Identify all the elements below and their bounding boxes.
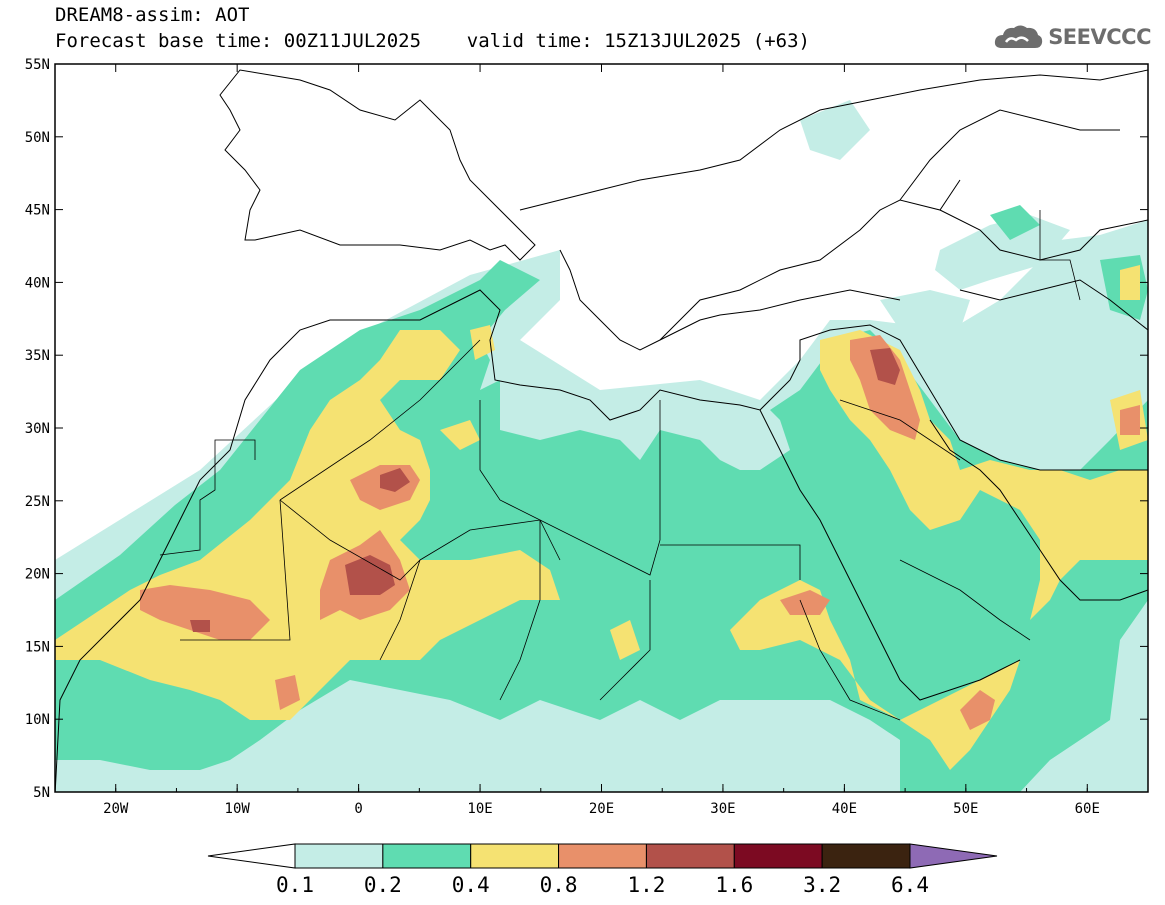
colorbar-level-label: 0.4	[452, 873, 490, 897]
lat-tick-label: 35N	[25, 348, 50, 364]
country-borders	[159, 210, 1081, 721]
colorbar-level-label: 3.2	[803, 873, 841, 897]
lat-tick-label: 20N	[25, 567, 50, 583]
lat-tick-label: 10N	[25, 712, 50, 728]
lat-tick-label: 30N	[25, 421, 50, 437]
colorbar: 0.1 0.2 0.4 0.8 1.2 1.6 3.2 6.4	[207, 843, 998, 897]
lat-tick-label: 5N	[33, 785, 50, 801]
axis-ticks: 20W 10W 0 10E 20E 30E 40E 50E 60E 5N 10N 15N 20N 25N 3…	[25, 57, 1149, 817]
lat-tick-label: 55N	[25, 57, 50, 73]
map-title: DREAM8-assim: AOT	[55, 4, 250, 26]
colorbar-swatch	[645, 843, 735, 869]
lon-tick-label: 0	[354, 801, 362, 817]
forecast-time-line: Forecast base time: 00Z11JUL2025 valid t…	[55, 30, 810, 52]
lat-tick-label: 25N	[25, 494, 50, 510]
lon-tick-label: 10E	[467, 801, 492, 817]
colorbar-swatch	[558, 843, 647, 869]
lat-tick-label: 45N	[25, 203, 50, 219]
lon-tick-label: 20W	[103, 801, 129, 817]
colorbar-level-label: 0.1	[276, 873, 314, 897]
colorbar-level-label: 0.2	[364, 873, 402, 897]
colorbar-swatch	[470, 843, 560, 869]
lon-tick-label: 60E	[1075, 801, 1100, 817]
lat-tick-label: 15N	[25, 639, 50, 655]
lon-tick-label: 20E	[589, 801, 614, 817]
colorbar-swatch	[733, 843, 823, 869]
colorbar-level-label: 0.8	[540, 873, 578, 897]
logo-text: SEEVCCC	[1048, 25, 1151, 49]
lat-tick-label: 50N	[25, 130, 50, 146]
colorbar-level-label: 1.2	[627, 873, 665, 897]
lat-tick-label: 40N	[25, 275, 50, 291]
lon-tick-label: 30E	[710, 801, 735, 817]
lon-tick-label: 50E	[953, 801, 978, 817]
colorbar-over-arrow	[909, 843, 998, 869]
aot-field	[55, 100, 1148, 792]
colorbar-under-arrow	[207, 843, 296, 869]
colorbar-swatch	[294, 843, 384, 869]
colorbar-swatch	[382, 843, 472, 869]
lon-tick-label: 10W	[225, 801, 251, 817]
cloud-icon	[995, 25, 1043, 48]
colorbar-level-label: 1.6	[715, 873, 753, 897]
lon-tick-label: 40E	[832, 801, 857, 817]
seevccc-logo: SEEVCCC	[992, 22, 1151, 52]
colorbar-level-label: 6.4	[891, 873, 929, 897]
colorbar-swatch	[821, 843, 911, 869]
